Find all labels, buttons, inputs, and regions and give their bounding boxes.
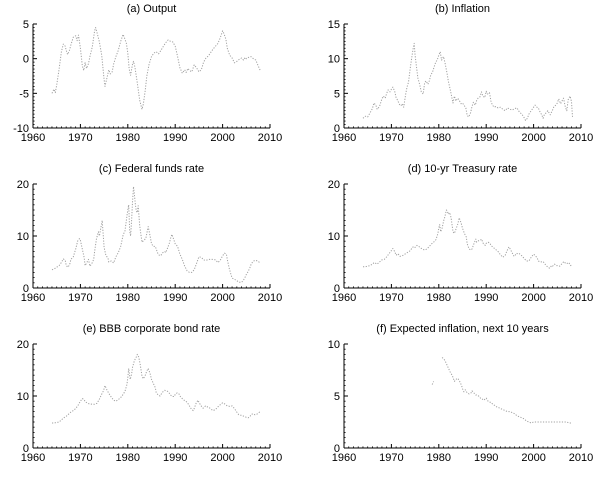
x-tick-label: 1960 (21, 132, 45, 144)
y-tick-label: 0 (23, 54, 29, 66)
x-tick-label: 1980 (116, 132, 140, 144)
x-tick-label: 1970 (379, 452, 403, 464)
x-tick-label: 1970 (68, 292, 92, 304)
panel-c-plot-area: 1960 1970 1980 1990 2000 2010 0 10 20 (17, 179, 282, 304)
data-line-output-gap (51, 27, 261, 110)
x-tick-label: 1960 (21, 292, 45, 304)
x-tick-label: 2000 (210, 132, 234, 144)
data-line-treasury-10yr-rate (363, 209, 572, 269)
x-tick-label: 2010 (569, 132, 593, 144)
panel-d-treasury-rate: (d) 10-yr Treasury rate 1960 1970 1980 1990… (300, 160, 600, 320)
x-tick-label: 1990 (474, 292, 498, 304)
panel-f-title: (f) Expected inflation, next 10 years (376, 323, 549, 335)
x-tick-label: 1960 (332, 132, 356, 144)
x-tick-label: 1970 (68, 452, 92, 464)
panel-d-plot-area: 1960 1970 1980 1990 2000 2010 0 10 20 (328, 179, 593, 304)
x-tick-label: 1960 (332, 292, 356, 304)
panel-a-output: (a) Output 1960 1970 1980 1990 2000 2010 -10 -5… (0, 0, 300, 160)
y-tick-label: 10 (17, 391, 29, 403)
x-tick-label: 1990 (474, 132, 498, 144)
data-line-federal-funds-rate (51, 186, 261, 283)
x-tick-label: 2010 (258, 132, 282, 144)
panel-b-inflation: (b) Inflation 1960 1970 1980 1990 2000 2010 0 5… (300, 0, 600, 160)
x-tick-label: 1970 (379, 132, 403, 144)
x-tick-label: 1980 (427, 132, 451, 144)
y-tick-label: 10 (328, 54, 340, 66)
x-tick-label: 1990 (474, 452, 498, 464)
panel-e-bbb-bond-rate: (e) BBB corporate bond rate 1960 1970 1980… (0, 320, 300, 480)
y-tick-label: 5 (23, 19, 29, 31)
y-tick-label: 5 (334, 88, 340, 100)
panel-f-plot-area: 1960 1970 1980 1990 2000 2010 0 5 10 (328, 339, 593, 464)
y-tick-label: 0 (23, 283, 29, 295)
panel-f-expected-inflation: (f) Expected inflation, next 10 years 19… (300, 320, 600, 480)
x-tick-label: 2010 (569, 292, 593, 304)
x-tick-label: 2000 (521, 292, 545, 304)
panel-b-plot-area: 1960 1970 1980 1990 2000 2010 0 5 10 15 (328, 19, 593, 144)
x-tick-label: 2010 (258, 452, 282, 464)
x-tick-label: 1990 (163, 452, 187, 464)
data-line-bbb-corporate-bond-rate (52, 353, 261, 424)
x-tick-label: 2000 (210, 292, 234, 304)
x-tick-label: 2000 (521, 452, 545, 464)
y-tick-label: 20 (17, 339, 29, 351)
x-tick-label: 1990 (163, 292, 187, 304)
x-tick-label: 1980 (116, 292, 140, 304)
data-line-expected-inflation-10yr (431, 381, 435, 385)
y-tick-label: -10 (13, 123, 29, 135)
y-tick-label: 10 (17, 231, 29, 243)
x-tick-label: 1970 (379, 292, 403, 304)
x-tick-label: 1980 (116, 452, 140, 464)
y-tick-label: 0 (334, 123, 340, 135)
x-tick-label: 2000 (521, 132, 545, 144)
y-tick-label: 10 (328, 339, 340, 351)
y-tick-label: -5 (19, 88, 29, 100)
x-tick-label: 1990 (163, 132, 187, 144)
y-tick-label: 20 (328, 179, 340, 191)
x-tick-label: 1960 (21, 452, 45, 464)
y-tick-label: 5 (334, 391, 340, 403)
x-tick-label: 1980 (427, 452, 451, 464)
y-tick-label: 0 (334, 443, 340, 455)
panel-d-title: (d) 10-yr Treasury rate (407, 163, 518, 175)
x-tick-label: 1960 (332, 452, 356, 464)
x-tick-label: 1970 (68, 132, 92, 144)
y-tick-label: 0 (334, 283, 340, 295)
y-tick-label: 0 (23, 443, 29, 455)
x-tick-label: 2000 (210, 452, 234, 464)
x-tick-label: 2010 (258, 292, 282, 304)
panel-a-plot-area: 1960 1970 1980 1990 2000 2010 -10 -5 0 5 (13, 19, 282, 144)
x-tick-label: 1980 (427, 292, 451, 304)
y-tick-label: 10 (328, 231, 340, 243)
panel-b-title: (b) Inflation (434, 3, 491, 15)
panel-a-title: (a) Output (126, 3, 177, 15)
x-tick-label: 2010 (569, 452, 593, 464)
y-tick-label: 15 (328, 19, 340, 31)
panel-e-plot-area: 1960 1970 1980 1990 2000 2010 0 10 20 (17, 339, 282, 464)
y-tick-label: 20 (17, 179, 29, 191)
data-line-expected-inflation-10yr (441, 357, 572, 424)
panel-c-title: (c) Federal funds rate (98, 163, 205, 175)
panel-c-federal-funds-rate: (c) Federal funds rate 1960 1970 1980 1990 2… (0, 160, 300, 320)
panel-e-title: (e) BBB corporate bond rate (82, 323, 221, 335)
data-line-inflation (362, 42, 573, 121)
